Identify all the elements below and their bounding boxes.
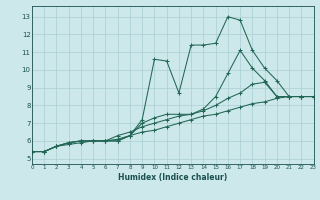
X-axis label: Humidex (Indice chaleur): Humidex (Indice chaleur) xyxy=(118,173,228,182)
